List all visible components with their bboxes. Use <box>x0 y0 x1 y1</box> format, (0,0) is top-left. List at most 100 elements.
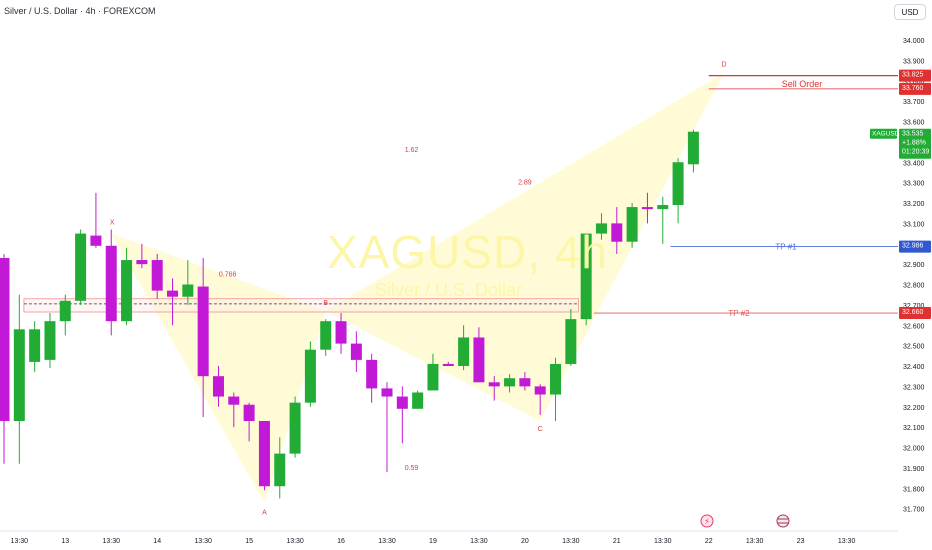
candle-body <box>59 300 71 322</box>
candle-body <box>550 363 562 395</box>
candle-body <box>687 131 699 165</box>
price-tick-label: 33.300 <box>903 181 925 188</box>
last-price-tag-bg <box>899 128 931 159</box>
watermark-name: Silver / U.S. Dollar <box>375 280 523 300</box>
candle-body <box>167 290 179 297</box>
price-tick-label: 31.900 <box>903 466 925 473</box>
candle-body <box>44 321 56 360</box>
price-tick-label: 31.800 <box>903 486 925 493</box>
candle-body <box>289 402 301 454</box>
candle-body <box>243 404 255 422</box>
candle-body <box>151 260 163 291</box>
time-tick-label: 15 <box>245 538 253 545</box>
symbol-tag-text: XAGUSD <box>872 131 900 138</box>
tp1-tag-text: 32.986 <box>902 243 924 250</box>
fib-ratio-label: 0.59 <box>405 465 419 472</box>
price-tick-label: 33.400 <box>903 160 925 167</box>
candle-body <box>595 223 607 234</box>
candle-body <box>121 260 133 322</box>
sell-upper-tag-text: 33.825 <box>902 72 924 79</box>
time-tick-label: 20 <box>521 538 529 545</box>
time-tick-label: 13:30 <box>838 538 856 545</box>
time-tick-label: 16 <box>337 538 345 545</box>
candle-body <box>580 233 592 320</box>
point-label-x: X <box>110 220 115 227</box>
time-tick-label: 14 <box>153 538 161 545</box>
price-tick-label: 32.300 <box>903 384 925 391</box>
candle-body <box>90 235 102 246</box>
candles <box>0 129 699 499</box>
time-tick-label: 23 <box>797 538 805 545</box>
last-price-tag-text: +1.88% <box>902 140 926 147</box>
pattern-bcd-fill <box>325 72 725 422</box>
time-tick-label: 13:30 <box>746 538 764 545</box>
price-tags: 33.825 33.760 33.535 +1.88% 01:20:39 32.986 32… <box>870 69 931 320</box>
candle-body <box>366 359 378 389</box>
candle-body <box>136 260 148 265</box>
tp1-label: TP #1 <box>775 243 797 252</box>
candle-body <box>228 396 240 405</box>
price-tick-label: 31.700 <box>903 507 925 514</box>
price-tick-label: 33.200 <box>903 201 925 208</box>
candle-body <box>626 207 638 242</box>
candle-body <box>672 162 684 206</box>
candle-body <box>29 329 41 362</box>
time-tick-label: 21 <box>613 538 621 545</box>
tp2-label: TP #2 <box>728 309 750 318</box>
price-tick-label: 33.600 <box>903 120 925 127</box>
candle-body <box>427 363 439 391</box>
candle-body <box>197 286 209 377</box>
candle-body <box>13 329 25 422</box>
tp2-tag-text: 32.660 <box>902 309 924 316</box>
sell-lower-tag-bg <box>899 82 931 95</box>
price-axis[interactable]: 34.00033.90033.80033.70033.60033.50033.4… <box>898 0 932 550</box>
candle-body <box>350 343 362 360</box>
sell-upper-tag-bg <box>899 69 931 82</box>
pattern-annotations: X A B C D 0.766 0.59 1.62 2.89 <box>110 62 727 517</box>
candle-body <box>412 392 424 409</box>
currency-button[interactable]: USD <box>894 4 926 20</box>
price-tick-label: 33.800 <box>903 79 925 86</box>
candle-body <box>534 386 546 395</box>
time-tick-label: 13:30 <box>654 538 672 545</box>
price-tick-label: 32.700 <box>903 303 925 310</box>
sell-lower-tag-text: 33.760 <box>902 85 924 92</box>
price-tick-label: 33.700 <box>903 99 925 106</box>
resistance-zone <box>23 298 579 313</box>
point-label-a: A <box>262 510 267 517</box>
candle-body <box>611 223 623 242</box>
price-tick-label: 33.900 <box>903 58 925 65</box>
tp2-tag-bg <box>899 307 931 320</box>
candle-body <box>442 363 454 366</box>
fib-ratio-label: 2.89 <box>518 180 532 187</box>
time-tick-label: 13:30 <box>562 538 580 545</box>
us-flag-event-icon <box>776 514 790 528</box>
candle-body <box>182 284 194 297</box>
time-tick-label: 13:30 <box>470 538 488 545</box>
point-label-b: B <box>323 300 328 307</box>
symbol-tag-bg <box>870 128 897 139</box>
price-tick-label: 32.100 <box>903 425 925 432</box>
candle-body <box>258 421 270 487</box>
last-price-tag-text: 33.535 <box>902 131 924 138</box>
candle-body <box>657 205 669 210</box>
candle-body <box>488 382 500 387</box>
fib-ratio-label: 1.62 <box>405 147 419 154</box>
candle-body <box>519 378 531 387</box>
lightning-event-icon <box>700 514 714 528</box>
price-tick-label: 32.600 <box>903 323 925 330</box>
candle-body <box>75 233 87 301</box>
price-tick-label: 32.900 <box>903 262 925 269</box>
watermark-symbol: XAGUSD, 4h <box>327 226 608 278</box>
candle-body <box>105 245 117 322</box>
time-tick-label: 19 <box>429 538 437 545</box>
point-label-c: C <box>538 426 543 433</box>
candle-body <box>381 388 393 397</box>
candle-body <box>565 319 577 364</box>
fib-ratio-label: 0.766 <box>219 271 237 278</box>
time-axis[interactable]: 13:30 13 13:30 14 13:30 15 13:30 16 13:30 19 13:30… <box>0 514 898 545</box>
sell-order-label: Sell Order <box>782 79 823 89</box>
candle-body <box>320 321 332 350</box>
candle-body <box>641 207 653 210</box>
